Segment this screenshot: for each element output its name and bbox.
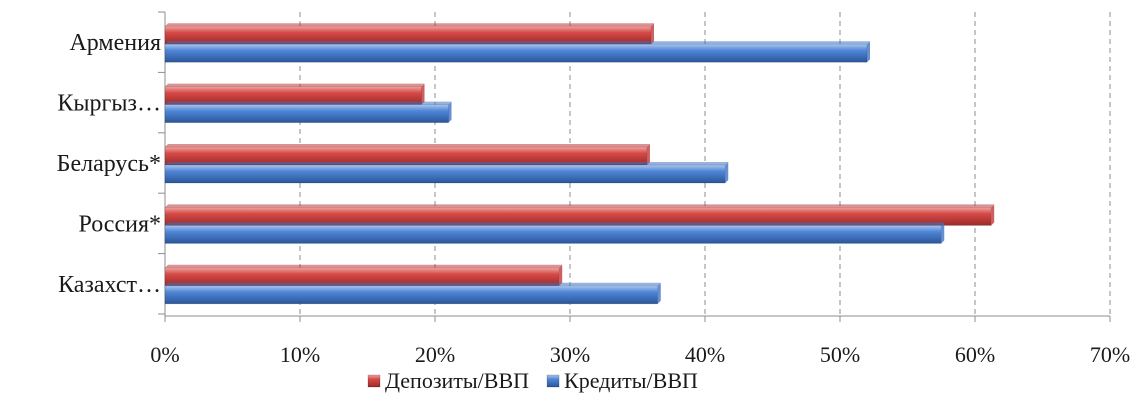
bar-credits-top xyxy=(165,162,729,165)
x-tick-label: 30% xyxy=(550,342,590,367)
legend-label: Депозиты/ВВП xyxy=(385,368,529,393)
bar-deposits-top xyxy=(165,83,425,87)
category-label: Казахст… xyxy=(58,272,161,298)
bar-deposits-top xyxy=(165,204,995,208)
legend-label: Кредиты/ВВП xyxy=(564,368,698,393)
bar-credits xyxy=(164,162,729,184)
x-tick-label: 10% xyxy=(280,342,320,367)
bar-deposits xyxy=(164,23,654,45)
labels: 0% 10% 20% 30% 40% 50% 60% 70% Армения Кыргыз… Бел… xyxy=(57,30,1131,367)
category-label: Армения xyxy=(69,30,161,56)
bars xyxy=(164,23,995,305)
bar-credits-face xyxy=(164,164,726,184)
legend: Депозиты/ВВП Кредиты/ВВП xyxy=(367,368,698,393)
legend-item: Депозиты/ВВП xyxy=(367,368,529,393)
bar-credits-top xyxy=(165,41,870,45)
x-tick-label: 70% xyxy=(1090,342,1130,367)
x-tick-label: 40% xyxy=(685,342,725,367)
bar-credits-top xyxy=(165,222,945,226)
bar-deposits xyxy=(164,264,563,287)
bar-deposits xyxy=(164,83,425,105)
bar-credits xyxy=(164,282,661,305)
bar-credits xyxy=(164,222,945,244)
category-label: Россия* xyxy=(78,211,161,237)
bar-deposits-top xyxy=(165,23,654,27)
legend-swatch xyxy=(546,374,560,388)
x-tick-label: 20% xyxy=(415,342,455,367)
bar-credits xyxy=(164,101,452,123)
legend-item: Кредиты/ВВП xyxy=(546,368,698,393)
category-label: Кыргыз… xyxy=(57,91,161,117)
bar-credits-top xyxy=(165,101,452,105)
bar-credits xyxy=(164,41,870,63)
bar-deposits-top xyxy=(165,264,563,268)
category-label: Беларусь* xyxy=(57,151,161,177)
bar-deposits-top xyxy=(165,144,650,147)
x-tick-label: 60% xyxy=(955,342,995,367)
bar-deposits-end xyxy=(651,23,654,45)
bar-credits-end xyxy=(941,222,945,244)
x-tick-label: 0% xyxy=(150,342,179,367)
bar-credits-face xyxy=(164,285,659,305)
bar-deposits-end xyxy=(646,144,650,165)
bar-deposits xyxy=(164,144,650,166)
bar-credits-top xyxy=(165,282,661,286)
bar-credits-face xyxy=(164,43,868,63)
bar-deposits-end xyxy=(421,83,425,105)
bar-credits-end xyxy=(448,101,452,123)
bar-credits-face xyxy=(164,225,942,244)
bar-credits-end xyxy=(867,41,870,63)
bar-credits-face xyxy=(164,104,449,123)
bar-deposits-end xyxy=(559,264,563,286)
x-tick-label: 50% xyxy=(820,342,860,367)
bar-credits-end xyxy=(657,282,661,304)
bar-deposits-end xyxy=(991,204,995,226)
legend-swatch xyxy=(367,374,381,388)
bar-credits-end xyxy=(725,162,729,183)
bar-deposits xyxy=(164,204,995,226)
